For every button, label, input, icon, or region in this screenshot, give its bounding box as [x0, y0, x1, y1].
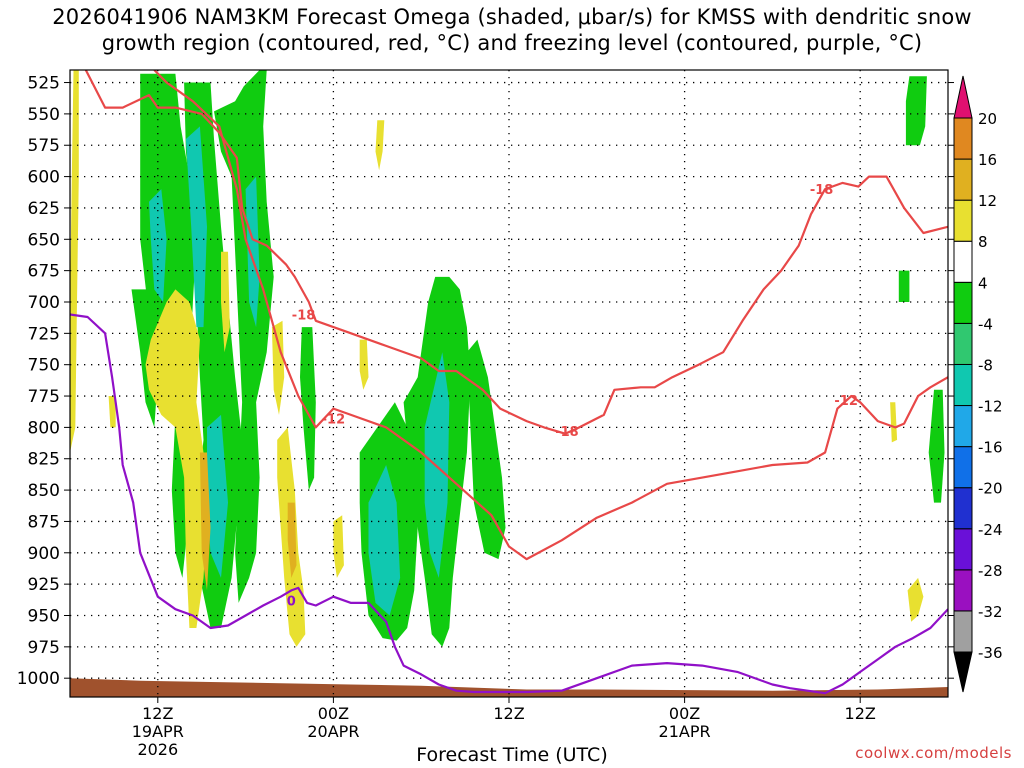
colorbar-segment — [953, 405, 973, 448]
omega-shade-19 — [375, 120, 385, 171]
omega-shade-27 — [890, 402, 898, 443]
colorbar-label: -20 — [978, 480, 1003, 498]
colorbar-segment — [953, 363, 973, 407]
colorbar-label: 4 — [978, 274, 988, 292]
x-axis-label: Forecast Time (UTC) — [416, 744, 608, 766]
chart-title: 2026041906 NAM3KM Forecast Omega (shaded… — [0, 4, 1024, 56]
omega-shade-26 — [108, 396, 116, 428]
x-tick-label: 00Z — [669, 704, 700, 723]
colorbar-segment — [953, 281, 973, 324]
y-tick-label: 850 — [28, 481, 60, 501]
y-tick-label: 575 — [28, 136, 60, 156]
omega-shade-18 — [70, 70, 79, 453]
contour-label-5: 0 — [287, 594, 296, 609]
colorbar-label: 12 — [978, 192, 997, 210]
y-tick-label: 875 — [28, 512, 60, 532]
omega-shade-20 — [145, 289, 207, 628]
ground-surface — [70, 678, 948, 697]
colorbar-segment — [953, 569, 973, 612]
contour-dgz-1 — [153, 70, 948, 561]
omega-shade-25 — [221, 251, 230, 353]
colorbar-bottom-triangle — [953, 651, 973, 693]
y-tick-label: 700 — [28, 293, 60, 313]
colorbar-label: -4 — [978, 315, 993, 333]
omega-shade-13 — [185, 126, 207, 328]
colorbar-label: -28 — [978, 562, 1003, 580]
omega-shade-11 — [928, 389, 945, 503]
contour-label-0: -18 — [292, 309, 316, 324]
colorbar-label: -32 — [978, 603, 1003, 621]
x-tick-label: 00Z — [318, 704, 349, 723]
omega-shade-8 — [466, 339, 506, 560]
colorbar-top-triangle — [953, 75, 973, 119]
omega-shade-29 — [199, 452, 211, 591]
x-tick-label: 2026 — [137, 740, 178, 759]
y-tick-label: 975 — [28, 638, 60, 658]
title-line-2: growth region (contoured, red, °C) and f… — [101, 31, 923, 55]
colorbar-label: -16 — [978, 439, 1003, 457]
y-tick-label: 925 — [28, 575, 60, 595]
omega-shade-15 — [245, 176, 260, 328]
y-tick-label: 775 — [28, 387, 60, 407]
x-tick-label: 20APR — [307, 722, 359, 741]
y-tick-label: 550 — [28, 105, 60, 125]
colorbar-segment — [953, 117, 973, 160]
omega-shade-24 — [333, 515, 344, 578]
omega-shade-5 — [300, 327, 316, 491]
plot-layer: -18 -12 -18 -12 -18 0 — [70, 70, 948, 697]
y-tick-label: 1000 — [17, 669, 60, 689]
x-tick-label: 21APR — [659, 722, 711, 741]
y-tick-label: 525 — [28, 74, 60, 94]
omega-shade-2 — [214, 70, 274, 603]
x-tick-label: 19APR — [132, 722, 184, 741]
y-tick-label: 950 — [28, 606, 60, 626]
contour-label-1: -12 — [322, 413, 346, 428]
colorbar-label: 20 — [978, 110, 997, 128]
omega-shade-14 — [207, 414, 228, 578]
omega-shade-22 — [271, 320, 285, 415]
colorbar-segment — [953, 199, 973, 242]
y-tick-label: 650 — [28, 230, 60, 250]
colorbar-segment — [953, 446, 973, 489]
colorbar-label: -36 — [978, 644, 1003, 662]
y-tick-label: 825 — [28, 450, 60, 470]
y-tick-label: 600 — [28, 168, 60, 188]
omega-shade-17 — [424, 352, 450, 578]
colorbar-label: -8 — [978, 356, 993, 374]
y-tick-label: 750 — [28, 356, 60, 376]
colorbar-segment — [953, 528, 973, 571]
title-line-1: 2026041906 NAM3KM Forecast Omega (shaded… — [52, 5, 972, 29]
colorbar-label: -12 — [978, 398, 1003, 416]
colorbar-segment — [953, 610, 973, 653]
x-tick-label: 12Z — [845, 704, 876, 723]
colorbar-label: 16 — [978, 151, 997, 169]
y-tick-label: 675 — [28, 262, 60, 282]
colorbar-segment — [953, 240, 973, 283]
colorbar-label: 8 — [978, 233, 988, 251]
contour-label-3: -12 — [834, 394, 858, 409]
omega-shade-10 — [898, 270, 910, 302]
contour-dgz-0 — [84, 70, 948, 435]
colorbar-segment — [953, 487, 973, 530]
credit-text: coolwx.com/models — [855, 744, 1012, 762]
y-tick-label: 625 — [28, 199, 60, 219]
y-tick-label: 900 — [28, 544, 60, 564]
contour-label-2: -18 — [555, 425, 579, 440]
omega-shade-9 — [905, 76, 927, 146]
x-tick-label: 12Z — [493, 704, 524, 723]
y-tick-label: 725 — [28, 324, 60, 344]
omega-shade-16 — [368, 465, 401, 616]
colorbar-segment — [953, 158, 973, 201]
colorbar-segment — [953, 322, 973, 365]
contour-label-4: -18 — [810, 183, 834, 198]
x-tick-label: 12Z — [142, 704, 173, 723]
colorbar-label: -24 — [978, 521, 1003, 539]
omega-shade-28 — [907, 577, 924, 622]
contour-freezing-2 — [70, 313, 948, 695]
y-tick-label: 800 — [28, 418, 60, 438]
